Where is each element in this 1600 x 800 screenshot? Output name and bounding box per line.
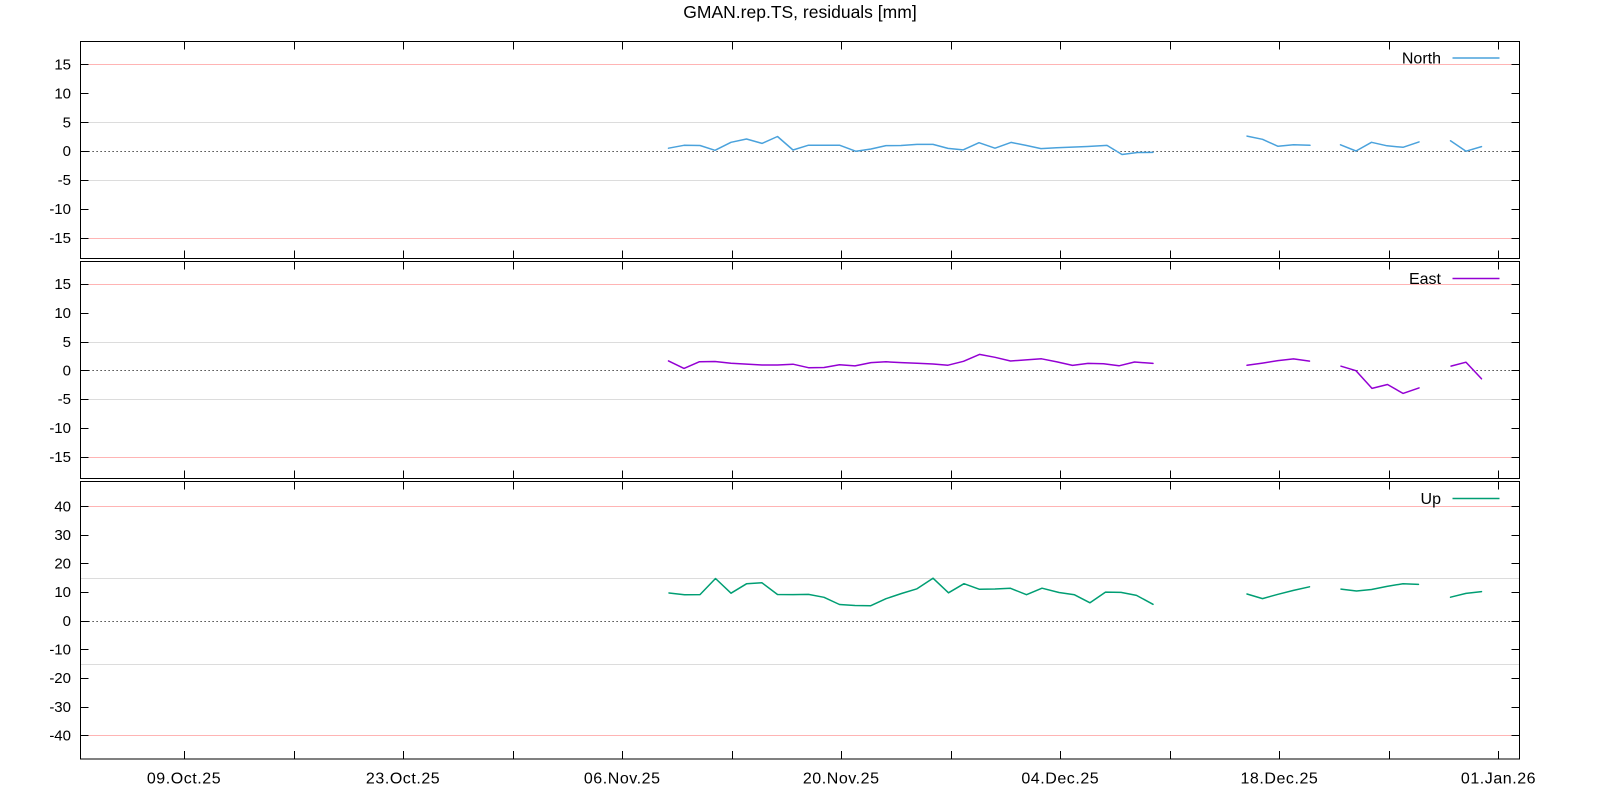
svg-text:09.Oct.25: 09.Oct.25 [147, 771, 221, 788]
svg-text:01.Jan.26: 01.Jan.26 [1461, 771, 1536, 788]
svg-text:18.Dec.25: 18.Dec.25 [1240, 771, 1318, 788]
svg-text:-30: -30 [49, 699, 71, 716]
svg-text:06.Nov.25: 06.Nov.25 [584, 771, 661, 788]
svg-text:5: 5 [63, 334, 71, 351]
svg-text:-10: -10 [49, 201, 71, 218]
svg-text:20: 20 [54, 556, 71, 573]
svg-text:23.Oct.25: 23.Oct.25 [366, 771, 440, 788]
svg-text:04.Dec.25: 04.Dec.25 [1021, 771, 1099, 788]
svg-text:15: 15 [54, 276, 71, 293]
svg-text:-20: -20 [49, 670, 71, 687]
svg-text:0: 0 [63, 613, 71, 630]
svg-text:-15: -15 [49, 230, 71, 247]
svg-text:-5: -5 [58, 391, 71, 408]
svg-text:0: 0 [63, 363, 71, 380]
svg-text:-10: -10 [49, 642, 71, 659]
svg-text:10: 10 [54, 305, 71, 322]
svg-text:15: 15 [54, 57, 71, 74]
svg-text:-40: -40 [49, 728, 71, 745]
svg-text:10: 10 [54, 584, 71, 601]
svg-text:0: 0 [63, 143, 71, 160]
svg-text:40: 40 [54, 498, 71, 515]
svg-text:-15: -15 [49, 449, 71, 466]
svg-text:30: 30 [54, 527, 71, 544]
svg-text:GMAN.rep.TS, residuals [mm]: GMAN.rep.TS, residuals [mm] [683, 2, 916, 22]
svg-text:5: 5 [63, 114, 71, 131]
svg-text:20.Nov.25: 20.Nov.25 [803, 771, 880, 788]
svg-text:-10: -10 [49, 420, 71, 437]
svg-text:10: 10 [54, 85, 71, 102]
svg-text:North: North [1402, 51, 1441, 68]
svg-text:East: East [1409, 271, 1442, 288]
svg-text:-5: -5 [58, 172, 71, 189]
svg-text:Up: Up [1421, 491, 1442, 508]
